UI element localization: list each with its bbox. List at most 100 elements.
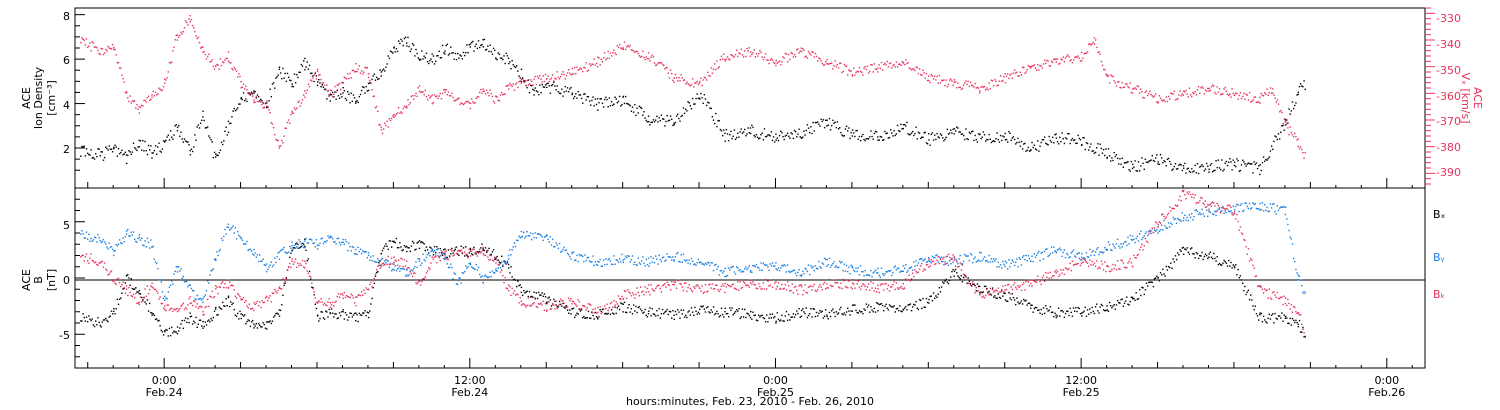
bx-point xyxy=(1252,305,1254,307)
bx-point xyxy=(323,318,326,320)
by-point xyxy=(277,252,279,254)
by-point xyxy=(400,268,402,270)
bx-point xyxy=(872,311,874,313)
density-point xyxy=(1097,143,1099,145)
vx-point xyxy=(276,139,278,141)
vx-point xyxy=(551,74,554,76)
density-point xyxy=(1275,136,1277,138)
bx-point xyxy=(677,309,679,311)
by-point xyxy=(1004,260,1007,262)
density-point xyxy=(536,91,539,93)
vx-point xyxy=(505,85,507,87)
by-point xyxy=(879,276,882,279)
vx-point xyxy=(1180,95,1182,97)
bz-point xyxy=(92,260,95,263)
density-point xyxy=(1113,151,1115,154)
bz-point xyxy=(247,306,249,309)
density-point xyxy=(666,114,668,117)
vx-point xyxy=(1028,65,1031,68)
bx-point xyxy=(944,280,946,282)
bz-point xyxy=(215,288,217,290)
bx-point xyxy=(928,302,930,304)
vx-point xyxy=(1155,93,1157,95)
by-point xyxy=(637,257,639,259)
vx-point xyxy=(329,92,332,95)
vx-point xyxy=(690,84,693,86)
density-point xyxy=(424,56,426,59)
density-point xyxy=(231,116,233,118)
vx-point xyxy=(164,82,166,84)
bx-point xyxy=(627,307,629,309)
vx-point xyxy=(1093,43,1096,45)
bx-point xyxy=(539,294,541,296)
by-point xyxy=(172,283,174,285)
density-point xyxy=(484,49,487,51)
vx-point xyxy=(761,56,763,58)
by-point xyxy=(563,246,565,249)
density-point xyxy=(702,102,704,105)
bx-point xyxy=(142,299,144,301)
density-point xyxy=(459,54,461,56)
by-point xyxy=(545,235,548,237)
density-point xyxy=(1116,157,1119,160)
density-point xyxy=(89,154,91,156)
bx-point xyxy=(161,331,164,333)
by-point xyxy=(1248,202,1251,205)
bz-point xyxy=(285,278,288,280)
vx-point xyxy=(101,48,104,50)
vx-point xyxy=(623,41,626,43)
by-point xyxy=(964,253,966,256)
bx-point xyxy=(178,330,180,332)
density-point xyxy=(554,85,556,87)
density-point xyxy=(334,91,336,93)
density-point xyxy=(1106,156,1109,159)
density-point xyxy=(293,73,296,75)
by-point xyxy=(89,240,91,242)
by-point xyxy=(828,257,831,260)
vx-point xyxy=(1133,88,1135,90)
vx-point xyxy=(84,44,87,46)
density-point xyxy=(272,82,275,84)
y2-label-line: ACE xyxy=(1471,87,1484,109)
bz-point xyxy=(117,277,120,280)
by-point xyxy=(191,289,194,292)
bx-point xyxy=(350,312,352,315)
bz-point xyxy=(159,296,161,298)
density-point xyxy=(532,88,534,91)
density-point xyxy=(541,83,543,86)
bx-point xyxy=(477,251,480,253)
by-point xyxy=(1116,238,1119,241)
vx-point xyxy=(131,100,134,102)
bx-point xyxy=(800,309,803,312)
vx-point xyxy=(443,89,445,91)
vx-point xyxy=(709,75,711,77)
by-point xyxy=(1003,263,1005,266)
vx-point xyxy=(370,82,372,85)
by-point xyxy=(519,236,521,239)
by-point xyxy=(1182,219,1185,222)
bx-point xyxy=(1155,277,1157,279)
bx-point xyxy=(249,325,252,328)
vx-point xyxy=(893,63,895,66)
vx-point xyxy=(519,80,521,82)
vx-point xyxy=(1093,37,1096,39)
by-point xyxy=(661,256,664,259)
density-point xyxy=(425,52,428,54)
vx-point xyxy=(601,61,604,63)
by-point xyxy=(1235,205,1237,208)
bx-point xyxy=(726,312,729,315)
vx-point xyxy=(573,66,576,69)
bx-point xyxy=(182,327,185,330)
by-point xyxy=(1142,236,1144,239)
bx-point xyxy=(172,332,174,334)
density-point xyxy=(1138,170,1141,172)
density-point xyxy=(249,94,252,96)
by-point xyxy=(800,274,803,276)
vx-point xyxy=(697,83,700,86)
bx-point xyxy=(681,313,684,315)
vx-point xyxy=(480,88,482,91)
bx-point xyxy=(1301,331,1303,333)
by-point xyxy=(1171,223,1173,226)
vx-point xyxy=(792,56,795,58)
vx-point xyxy=(664,68,666,70)
